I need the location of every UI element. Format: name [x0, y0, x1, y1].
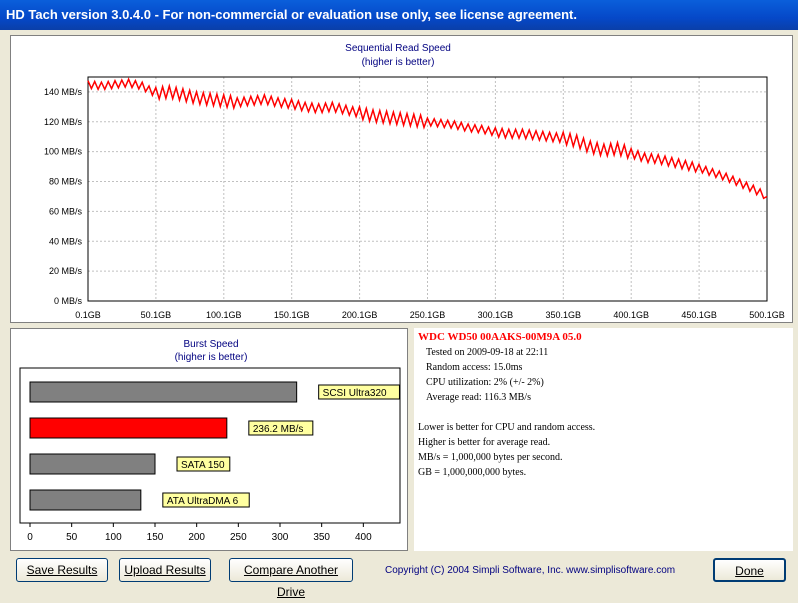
burst-bar-label-box — [318, 384, 400, 400]
burst-bar-label: SATA 150 — [181, 460, 225, 471]
seq-series-line — [87, 77, 768, 200]
seq-x-tick: 450.1GB — [681, 310, 717, 320]
done-button[interactable]: Done — [713, 558, 786, 582]
seq-x-tick: 0.1GB — [75, 310, 101, 320]
burst-chart-subtitle: (higher is better) — [175, 352, 248, 363]
burst-x-tick: 100 — [105, 532, 122, 543]
burst-bar-label: 236.2 MB/s — [253, 424, 304, 435]
burst-bar-label-box — [176, 456, 231, 472]
burst-x-tick: 200 — [188, 532, 205, 543]
seq-x-tick: 350.1GB — [546, 310, 582, 320]
cpu-utilization: CPU utilization: 2% (+/- 2%) — [426, 377, 544, 388]
burst-x-tick: 250 — [230, 532, 247, 543]
seq-y-tick: 100 MB/s — [44, 147, 83, 157]
burst-x-tick: 350 — [313, 532, 330, 543]
burst-x-tick: 0 — [27, 532, 33, 543]
seq-x-tick: 200.1GB — [342, 310, 378, 320]
save-results-button[interactable]: Save Results — [16, 558, 108, 582]
seq-x-tick: 100.1GB — [206, 310, 242, 320]
seq-x-tick: 150.1GB — [274, 310, 310, 320]
seq-chart-title: Sequential Read Speed — [345, 43, 451, 54]
tested-on: Tested on 2009-09-18 at 22:11 — [426, 347, 549, 358]
burst-bar-label: SCSI Ultra320 — [323, 388, 387, 399]
note-higher-better: Higher is better for average read. — [418, 437, 551, 448]
burst-bar — [29, 453, 156, 475]
seq-y-tick: 140 MB/s — [44, 87, 83, 97]
upload-results-button[interactable]: Upload Results — [119, 558, 211, 582]
random-access: Random access: 15.0ms — [426, 362, 523, 373]
seq-x-tick: 300.1GB — [478, 310, 514, 320]
sequential-read-chart: Sequential Read Speed (higher is better)… — [44, 43, 785, 320]
burst-x-tick: 300 — [272, 532, 289, 543]
burst-speed-panel: Burst Speed (higher is better) SCSI Ultr… — [10, 328, 408, 551]
seq-y-tick: 60 MB/s — [49, 206, 83, 216]
burst-bar — [29, 417, 228, 439]
seq-plot-frame — [87, 76, 768, 302]
burst-speed-chart: Burst Speed (higher is better) SCSI Ultr… — [19, 339, 401, 543]
seq-y-tick: 0 MB/s — [54, 296, 83, 306]
average-read: Average read: 116.3 MB/s — [426, 392, 531, 403]
drive-model: WDC WD50 00AAKS-00M9A 05.0 — [418, 331, 582, 343]
sequential-read-panel: Sequential Read Speed (higher is better)… — [10, 35, 793, 323]
window-title: HD Tach version 3.0.4.0 - For non-commer… — [0, 0, 798, 30]
seq-x-tick: 400.1GB — [613, 310, 649, 320]
burst-chart-title: Burst Speed — [183, 339, 238, 350]
seq-y-tick: 120 MB/s — [44, 117, 83, 127]
seq-x-tick: 500.1GB — [749, 310, 785, 320]
burst-x-tick: 400 — [355, 532, 372, 543]
note-lower-better: Lower is better for CPU and random acces… — [418, 422, 596, 433]
note-mbs-definition: MB/s = 1,000,000 bytes per second. — [418, 452, 563, 463]
drive-info-panel: WDC WD50 00AAKS-00M9A 05.0 Tested on 200… — [414, 328, 793, 551]
seq-y-tick: 40 MB/s — [49, 236, 83, 246]
seq-y-tick: 20 MB/s — [49, 266, 83, 276]
copyright-link[interactable]: Copyright (C) 2004 Simpli Software, Inc.… — [385, 565, 676, 576]
burst-bar-label-box — [248, 420, 314, 436]
burst-bar — [29, 489, 142, 511]
seq-x-tick: 250.1GB — [410, 310, 446, 320]
note-gb-definition: GB = 1,000,000,000 bytes. — [418, 467, 527, 478]
seq-y-tick: 80 MB/s — [49, 177, 83, 187]
compare-another-drive-button[interactable]: Compare Another Drive — [229, 558, 353, 599]
seq-x-tick: 50.1GB — [141, 310, 172, 320]
burst-bar-label-box — [162, 492, 250, 508]
burst-x-tick: 150 — [147, 532, 164, 543]
burst-x-tick: 50 — [66, 532, 78, 543]
burst-bar-label: ATA UltraDMA 6 — [167, 496, 239, 507]
seq-chart-subtitle: (higher is better) — [362, 57, 435, 68]
burst-bar — [29, 381, 298, 403]
